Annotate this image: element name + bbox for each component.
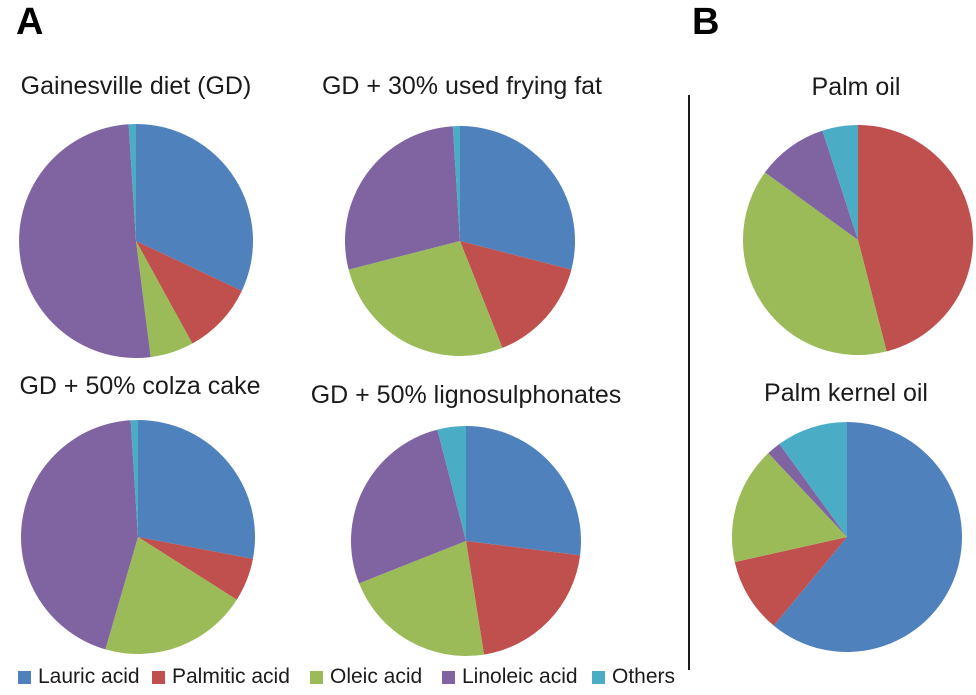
pie-slice [21,420,138,650]
legend-item-lauric-acid: Lauric acid [18,665,140,688]
pie-slice [345,126,460,270]
legend-label-lauric-acid: Lauric acid [38,665,140,688]
pie-slice [138,537,253,600]
pie-slice [460,241,572,348]
pie-chart-gd-50-lignosulphonates [351,426,581,656]
pie-slice [19,124,151,358]
pie-chart-gd-50-colza-cake [21,420,255,654]
legend-label-palmitic-acid: Palmitic acid [172,665,290,688]
panel-a-label: A [16,1,44,43]
pie-slice [138,420,255,559]
pie-slice [779,422,847,537]
lauric-acid-swatch-icon [18,670,31,684]
legend-label-oleic-acid: Oleic acid [330,665,423,688]
pie-slice [858,125,973,352]
others-swatch-icon [592,670,605,684]
panel-b-label: B [692,1,720,43]
pie-slice [105,537,237,654]
legend-label-others: Others [612,665,676,688]
pie-slice [130,420,138,537]
pie-svg [21,420,255,654]
pie-slice [460,126,575,270]
pie-title-palm-oil: Palm oil [811,73,901,101]
pie-svg [732,422,962,652]
pie-slice [466,426,581,556]
pie-title-gainesville-diet: Gainesville diet (GD) [20,72,252,100]
pie-title-gd-30-used-frying-fat: GD + 30% used frying fat [321,72,602,100]
pie-slice [773,422,962,652]
pie-slice [136,241,193,358]
pie-slice [437,426,466,541]
pie-slice [743,172,887,355]
pie-slice [128,124,136,241]
pie-svg [19,124,253,358]
linoleic-acid-swatch-icon [442,670,455,684]
legend-item-palmitic-acid: Palmitic acid [152,665,290,688]
pie-svg [743,125,973,355]
pie-slice [822,125,858,240]
pie-chart-gainesville-diet [19,124,253,358]
pie-slice [136,124,253,291]
legend-label-linoleic-acid: Linoleic acid [462,665,578,688]
pie-slice [764,130,858,240]
pie-chart-gd-30-used-frying-fat [345,126,575,356]
pie-title-gd-50-colza-cake: GD + 50% colza cake [19,372,261,400]
legend-item-others: Others [592,665,676,688]
pie-slice [359,541,484,656]
pie-title-gd-50-lignosulphonates: GD + 50% lignosulphonates [310,381,622,409]
pie-chart-palm-oil [743,125,973,355]
pie-slice [734,537,847,626]
pie-title-palm-kernel-oil: Palm kernel oil [764,379,928,407]
pie-slice [348,241,503,356]
palmitic-acid-swatch-icon [152,670,165,684]
pie-slice [136,241,242,344]
legend-item-linoleic-acid: Linoleic acid [442,665,578,688]
oleic-acid-swatch-icon [310,670,323,684]
panel-divider-line [688,95,690,670]
pie-slice [466,541,581,655]
pie-slice [452,126,460,241]
pie-slice [732,453,847,563]
pie-svg [345,126,575,356]
legend-item-oleic-acid: Oleic acid [310,665,423,688]
pie-chart-palm-kernel-oil [732,422,962,652]
pie-slice [351,429,466,584]
pie-svg [351,426,581,656]
pie-slice [768,443,847,537]
